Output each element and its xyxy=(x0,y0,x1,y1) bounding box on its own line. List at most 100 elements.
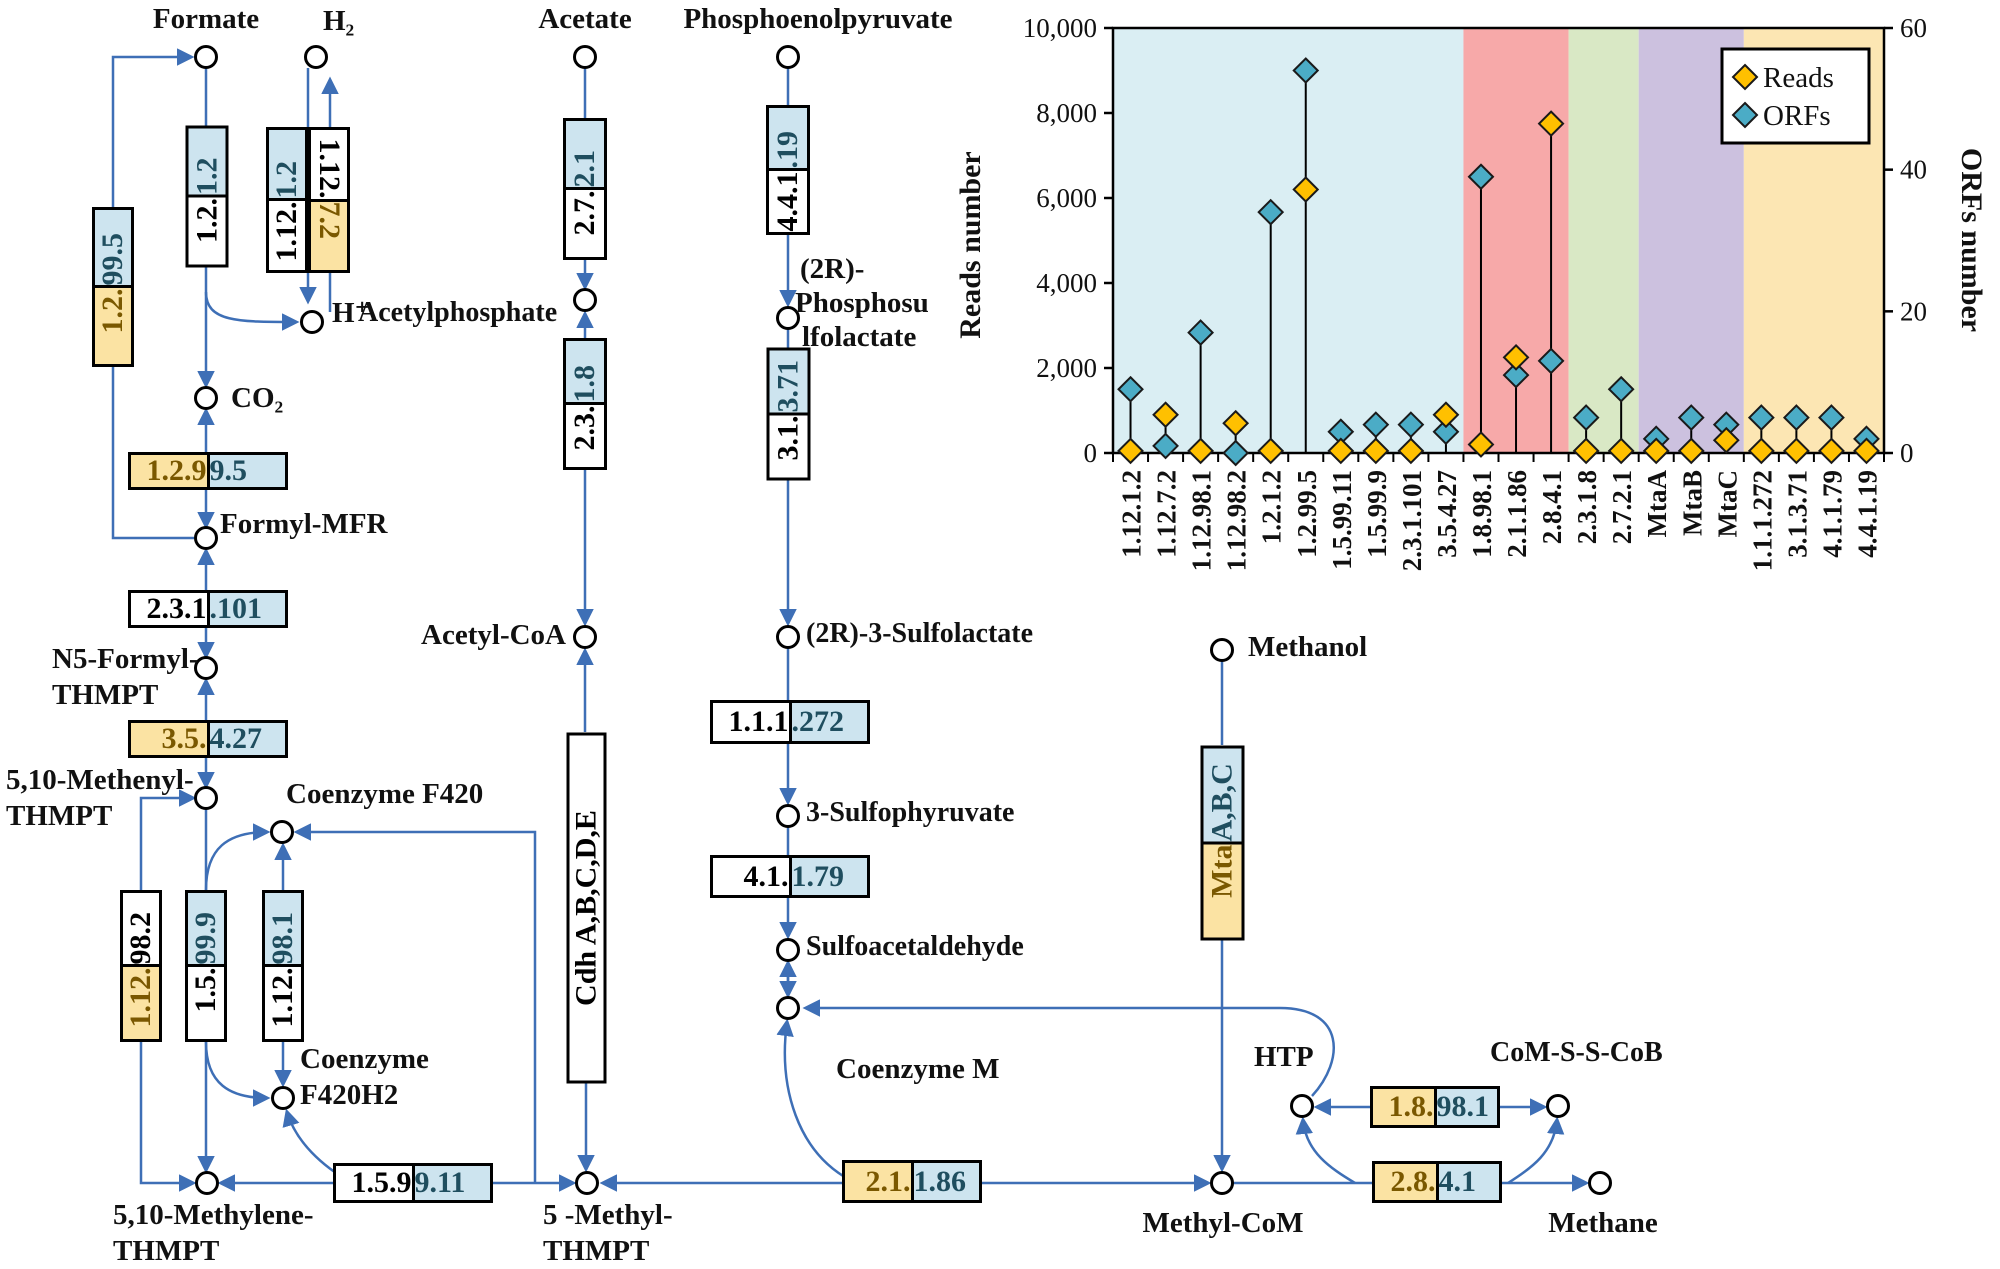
formyl-mfr-node xyxy=(194,526,218,550)
ec-box-1.12.7.2: 1.12. 7.2 xyxy=(308,127,350,273)
ec-label-part: A,B,C xyxy=(1205,762,1238,841)
phosphosulfolactate-label-line2: Phosphosu xyxy=(795,287,929,319)
ec-label-part: 4.1. xyxy=(743,859,789,893)
ec-label-part: 1.5.9 xyxy=(351,1166,412,1199)
orfs-point-MtaB xyxy=(1677,404,1705,431)
methyl-thmpt-node xyxy=(575,1171,599,1195)
x-category-label: 1.12.1.2 xyxy=(1117,470,1147,558)
ec-label-part: 1.12. xyxy=(270,201,303,262)
legend-label: ORFs xyxy=(1763,100,1831,132)
orfs-point-3.5.4.27 xyxy=(1432,418,1460,446)
coenzyme-f420h2-label-line1: Coenzyme xyxy=(300,1043,429,1075)
edge-1299-5-to-formylmfr xyxy=(111,367,194,540)
ec-label-part: 1.1.1 xyxy=(728,705,789,738)
co2-label: CO₂ xyxy=(231,382,284,414)
pathway-connectors xyxy=(111,48,1590,1192)
x-category-label: MtaB xyxy=(1677,470,1707,536)
right-tick-label: 0 xyxy=(1900,438,1914,468)
methenyl-thmpt-node xyxy=(194,786,218,810)
ec-box-mta-abc: Mta A,B,C xyxy=(1200,745,1244,940)
ec-box-4.4.1.19: 4.4.1.19 xyxy=(766,105,810,235)
ec-label-part: Mta xyxy=(1205,844,1238,898)
legend-marker-Reads xyxy=(1731,63,1759,91)
edge-mainline-to-htp xyxy=(1295,1116,1356,1185)
orfs-point-1.12.7.2 xyxy=(1152,432,1179,460)
coenzyme-f420h2-label-line2: F420H2 xyxy=(300,1079,399,1111)
ec-box-1.12.98.2: 1.12. 98.2 xyxy=(120,890,162,1042)
ec-label-part: 2.1 xyxy=(568,150,601,188)
right-axis-title: ORFs number xyxy=(1955,148,1988,332)
ec-label-part: 4.4.1 xyxy=(771,171,804,232)
ec-box-1.12.1.2: 1.12. 1.2 xyxy=(266,127,308,273)
coenzyme-f420h2-node xyxy=(271,1086,295,1110)
ec-label-part: 3.71 xyxy=(771,359,804,413)
ec-box-1.2.1.2: 1.2. 1.2 xyxy=(185,125,228,267)
edge-mainline-to-comssob xyxy=(1507,1116,1565,1185)
h-plus-label: H⁺ xyxy=(332,297,370,329)
orfs-point-4.1.1.79 xyxy=(1818,404,1845,431)
x-category-label: 1.12.98.2 xyxy=(1222,470,1252,571)
htp-label: HTP xyxy=(1254,1041,1314,1073)
formate-label: Formate xyxy=(152,3,260,35)
reads-point-1.8.98.1 xyxy=(1467,431,1495,458)
reads-point-1.2.1.2 xyxy=(1257,437,1285,465)
ec-label-part: 2.8. xyxy=(1390,1165,1436,1198)
edge-loop-to-f420 xyxy=(293,823,537,1183)
sulfophyruvate-node xyxy=(776,804,800,828)
orfs-point-3.1.3.71 xyxy=(1782,404,1810,431)
reads-point-2.1.1.86 xyxy=(1502,343,1530,371)
sulfolactate-node xyxy=(776,625,800,649)
ec-label-part: 1.12. xyxy=(313,138,346,199)
acetyl-coa-label: Acetyl-CoA xyxy=(421,619,566,651)
reads-point-MtaC xyxy=(1712,426,1740,454)
ec-label-part: Cdh A,B,C,D,E xyxy=(569,809,602,1006)
ec-label-part: 2.1. xyxy=(865,1164,911,1198)
legend-box xyxy=(1720,47,1871,145)
ec-label-part: 7.2 xyxy=(313,201,346,240)
left-tick-label: 8,000 xyxy=(1036,98,1097,128)
x-category-label: 1.12.7.2 xyxy=(1152,470,1182,558)
ec-label-part: 9.11 xyxy=(414,1166,466,1199)
orfs-point-1.8.98.1 xyxy=(1467,163,1495,191)
ec-box-1.12.98.1: 1.12. 98.1 xyxy=(262,890,304,1042)
methenyl-label-line1: 5,10-Methenyl- xyxy=(6,764,194,796)
methanol-label: Methanol xyxy=(1248,631,1368,663)
ec-label-part: .19 xyxy=(771,131,804,169)
left-axis-title: Reads number xyxy=(954,151,987,339)
reads-point-1.1.1.272 xyxy=(1747,437,1775,465)
methyl5-label-line1: 5 -Methyl- xyxy=(543,1199,673,1231)
sulfophyruvate-label: 3-Sulfophyruvate xyxy=(806,797,1015,828)
ec-label-part: 1.2 xyxy=(189,157,223,195)
sulfoacetaldehyde-label: Sulfoacetaldehyde xyxy=(806,931,1024,962)
ec-label-part: 1.8 xyxy=(568,365,601,403)
acetylphosphate-label: Acetylphosphate xyxy=(358,297,558,328)
reads-point-3.5.4.27 xyxy=(1432,401,1460,429)
orfs-point-1.12.98.1 xyxy=(1187,319,1215,346)
n5-formyl-thmpt-node xyxy=(194,656,218,680)
x-category-label: 2.1.1.86 xyxy=(1502,470,1532,558)
ec-label-part: 1.8. xyxy=(1388,1090,1434,1123)
ec-box-4.1.1.79: 4.1. 1.79 xyxy=(710,855,870,898)
methane-label: Methane xyxy=(1548,1207,1658,1239)
h-plus-node xyxy=(300,310,324,334)
x-category-label: 1.2.99.5 xyxy=(1292,470,1322,558)
ec-label-part: 9.5 xyxy=(209,454,248,487)
methylene-thmpt-node xyxy=(195,1171,219,1195)
edge-15999-to-f420h2 xyxy=(204,1041,271,1107)
x-category-label: 1.2.1.2 xyxy=(1257,470,1287,544)
left-tick-label: 6,000 xyxy=(1036,183,1097,213)
ec-box-3.1.3.71: 3.1. 3.71 xyxy=(766,347,810,480)
x-category-label: 2.3.1.8 xyxy=(1572,470,1602,544)
co2-node xyxy=(194,386,218,410)
sulfoacetaldehyde-node xyxy=(776,938,800,962)
reads-point-2.3.1.8 xyxy=(1572,437,1600,465)
methyl5-label-line2: THMPT xyxy=(543,1235,650,1267)
ec-label-part: 4.27 xyxy=(209,722,263,755)
ec-box-1.1.1.272: 1.1.1.272 xyxy=(710,700,870,744)
n5-formyl-label-line1: N5-Formyl- xyxy=(52,643,199,675)
ec-label-part: 1.12. xyxy=(124,967,157,1028)
x-category-label: 1.8.98.1 xyxy=(1467,470,1497,558)
reads-point-1.5.99.9 xyxy=(1362,437,1390,465)
orfs-point-1.1.1.272 xyxy=(1747,404,1775,431)
